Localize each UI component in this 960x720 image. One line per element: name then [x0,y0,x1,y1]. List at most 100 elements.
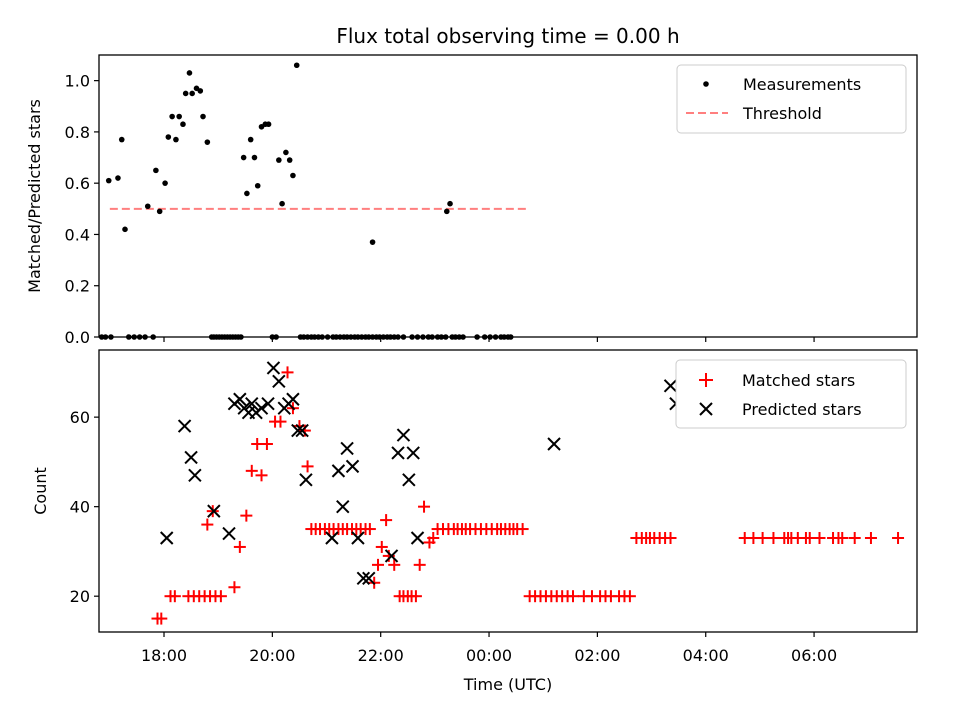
predicted-star-point [188,468,202,483]
top-legend: Measurements Threshold [676,64,907,134]
measurement-point [176,113,182,120]
matched-star-point [260,438,273,450]
bottom-x-ticks: 18:00 20:00 22:00 00:00 02:00 04:00 06:00 [141,632,837,665]
measurement-point [156,208,163,215]
matched-star-point [371,558,384,571]
legend-predicted-marker [699,402,713,416]
top-ytick-label: 0.8 [65,123,90,142]
measurement-point [204,139,211,145]
predicted-star-point [291,423,305,438]
predicted-star-point [272,374,286,389]
top-legend-box [676,64,907,134]
matched-star-point [233,540,246,553]
matched-star-point [427,532,440,544]
measurement-point [186,70,193,76]
predicted-star-point [351,531,365,545]
measurement-point [118,136,125,143]
bottom-plot-area [151,361,905,625]
matched-star-point [516,523,529,536]
top-axes-frame [98,54,918,338]
matched-star-point [409,590,422,603]
bottom-ytick-label: 40 [70,498,90,517]
predicted-star-point [384,549,399,563]
matched-star-point [281,366,294,379]
bottom-xtick-label: 00:00 [466,646,512,665]
predicted-star-point [340,441,354,456]
measurement-point [283,149,289,156]
measurement-point [180,121,186,128]
predicted-star-point [406,446,420,460]
predicted-star-point [295,423,309,438]
predicted-star-point [160,531,174,545]
top-ytick-label: 0.4 [65,225,90,244]
predicted-star-point [402,473,416,487]
bottom-panel: Count Time (UTC) 20 40 60 18:00 20:00 22:00 0… [31,349,918,694]
matched-star-point [388,558,401,571]
predicted-star-point [222,526,236,541]
top-panel: Flux total observing time = 0.00 h Match… [25,24,918,347]
matched-star-point [168,590,181,603]
measurement-point [251,154,258,161]
predicted-star-point [261,397,275,411]
bottom-xlabel: Time (UTC) [463,675,552,694]
measurement-point [447,200,453,207]
predicted-star-point [362,571,376,585]
predicted-star-point [299,473,313,487]
measurement-point [173,136,179,143]
legend-matched-marker [699,373,713,387]
bottom-ytick-label: 20 [70,587,90,606]
predicted-star-point [245,397,259,411]
measurement-point [276,157,282,163]
legend-measurements-marker [703,81,709,87]
measurement-point [153,167,159,174]
predicted-star-point [345,459,360,474]
predicted-star-point [396,428,411,442]
bottom-y-ticks: 20 40 60 [70,408,99,606]
matched-star-point [240,509,253,522]
legend-threshold-label: Threshold [742,104,822,123]
bottom-legend: Matched stars Predicted stars [675,359,907,429]
predicted-star-point [331,464,346,478]
predicted-star-point [286,392,300,406]
predicted-star-point [356,571,371,585]
measurement-point [169,113,175,120]
measurement-point [122,226,128,233]
measurement-point [286,157,293,163]
predicted-star-point [325,531,339,545]
legend-predicted-label: Predicted stars [742,400,862,419]
matched-star-point [864,532,877,544]
matched-star-point [301,460,314,473]
matched-star-point [756,532,769,544]
predicted-star-point [410,531,425,545]
predicted-star-point [336,499,350,514]
predicted-star-point [177,419,192,433]
bottom-xtick-label: 22:00 [358,646,404,665]
matched-star-point [767,532,780,544]
predicted-star-point [663,379,678,393]
bottom-axes-frame [98,349,918,633]
measurement-point [182,90,189,97]
measurement-point [165,134,172,140]
matched-star-point [228,581,241,594]
top-ytick-label: 1.0 [65,72,90,91]
matched-star-point [413,558,426,571]
measurement-point [293,62,300,69]
matched-star-point [813,532,826,544]
predicted-star-point [207,504,221,518]
predicted-star-point [391,446,405,460]
legend-matched-label: Matched stars [742,371,855,390]
measurement-point [162,180,168,186]
matched-star-point [623,590,636,603]
measurement-point [144,203,151,210]
bottom-ylabel: Count [31,467,50,515]
matched-star-point [380,514,393,527]
predicted-star-point [266,361,281,375]
matched-star-point [418,500,431,513]
matched-star-point [836,532,849,544]
matched-star-point [274,415,287,428]
measurement-point [197,88,204,94]
measurement-point [244,190,250,197]
top-x-ticks [163,337,815,342]
matched-star-point [848,532,861,544]
bottom-legend-box [675,359,907,429]
